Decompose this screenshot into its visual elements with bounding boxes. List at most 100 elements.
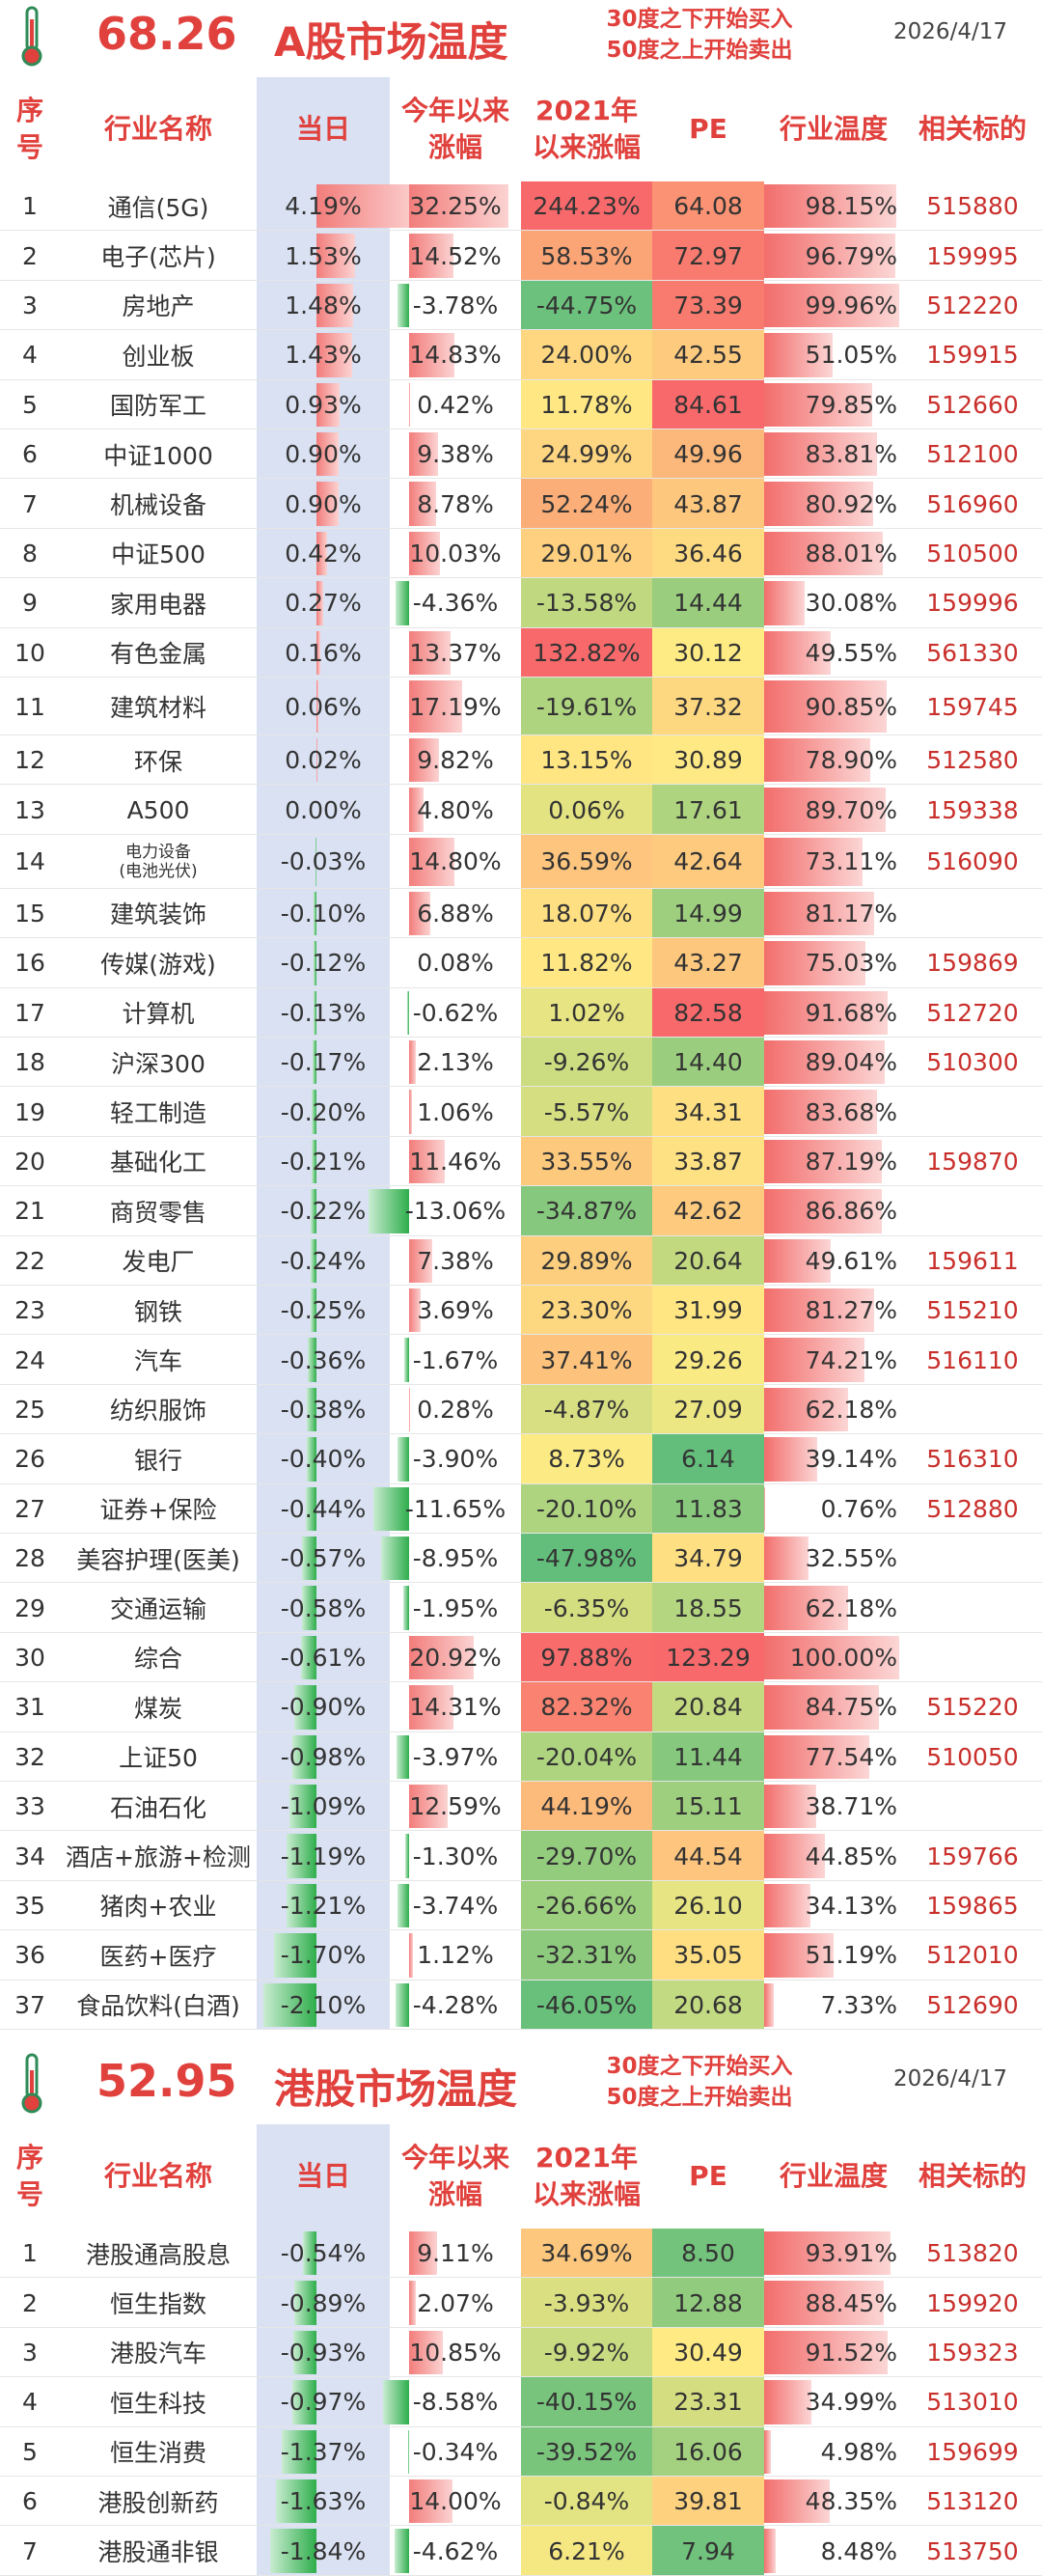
related-fund-code[interactable]: 159915 bbox=[926, 341, 1019, 370]
related-fund-code[interactable]: 159745 bbox=[926, 692, 1019, 721]
related-fund-code[interactable]: 512220 bbox=[926, 291, 1019, 319]
ytd-bar-negative bbox=[382, 2380, 409, 2424]
related-fund-code[interactable]: 512660 bbox=[926, 390, 1019, 419]
ytd-change-cell: -1.30% bbox=[390, 1831, 521, 1880]
temperature-value: 87.19% bbox=[805, 1147, 897, 1176]
today-bar-positive bbox=[316, 234, 355, 278]
today-bar-negative bbox=[301, 1635, 316, 1680]
since-2021-cell: 23.30% bbox=[521, 1286, 652, 1336]
row-index: 29 bbox=[14, 1593, 45, 1622]
header-name: 行业名称 bbox=[103, 2160, 212, 2192]
row-divider bbox=[0, 887, 1042, 889]
today-bar-negative bbox=[313, 990, 316, 1035]
temperature-value: 51.05% bbox=[805, 341, 897, 370]
temperature-cell: 8.48% bbox=[764, 2526, 903, 2575]
today-change-value: -0.58% bbox=[280, 1593, 367, 1622]
today-change-cell: 1.43% bbox=[257, 330, 390, 380]
ytd-change-cell: 13.37% bbox=[390, 628, 521, 678]
since-2021-cell: 11.78% bbox=[521, 379, 652, 429]
temperature-value: 30.08% bbox=[805, 589, 897, 618]
ytd-change-cell: 0.28% bbox=[390, 1385, 521, 1434]
related-fund-code[interactable]: 515220 bbox=[926, 1693, 1019, 1722]
today-change-value: -0.20% bbox=[280, 1097, 367, 1126]
related-fund-code[interactable]: 159338 bbox=[926, 795, 1019, 824]
temperature-cell: 74.21% bbox=[764, 1335, 903, 1384]
temperature-bar bbox=[764, 2231, 891, 2276]
related-fund-code[interactable]: 159611 bbox=[926, 1246, 1019, 1275]
related-fund-code[interactable]: 510300 bbox=[926, 1048, 1019, 1077]
related-fund-code[interactable]: 159995 bbox=[926, 241, 1019, 270]
related-fund-code[interactable] bbox=[903, 1385, 1042, 1434]
temperature-bar bbox=[764, 1635, 899, 1680]
row-divider bbox=[0, 1086, 1042, 1088]
related-fund-code[interactable] bbox=[903, 1633, 1042, 1682]
since-2021-cell: 24.99% bbox=[521, 429, 652, 480]
temperature-bar bbox=[764, 1685, 879, 1730]
related-fund-code[interactable] bbox=[903, 1534, 1042, 1583]
related-fund-code[interactable] bbox=[903, 1087, 1042, 1136]
related-fund-code[interactable]: 516960 bbox=[926, 489, 1019, 518]
header-ytd: 今年以来涨幅 bbox=[400, 95, 509, 163]
related-fund-code[interactable]: 516110 bbox=[926, 1345, 1019, 1374]
related-fund-code[interactable]: 513010 bbox=[926, 2388, 1019, 2417]
today-bar-negative bbox=[302, 2231, 316, 2276]
a_market-row: 29 交通运输 -0.58% -1.95% -6.35% 18.55 62.18% bbox=[0, 1583, 1042, 1633]
related-fund-code[interactable]: 512690 bbox=[926, 1990, 1019, 2019]
temperature-cell: 80.92% bbox=[764, 479, 903, 528]
related-fund-code[interactable]: 512010 bbox=[926, 1941, 1019, 1970]
temperature-bar bbox=[764, 432, 878, 477]
ytd-bar-positive bbox=[409, 837, 455, 886]
related-fund-code[interactable] bbox=[903, 889, 1042, 938]
related-fund-code[interactable]: 159865 bbox=[926, 1891, 1019, 1920]
related-fund-code[interactable]: 513120 bbox=[926, 2487, 1019, 2516]
related-fund-code[interactable] bbox=[903, 1186, 1042, 1235]
related-fund-code[interactable]: 512100 bbox=[926, 440, 1019, 469]
today-change-cell: -0.03% bbox=[257, 834, 390, 889]
related-fund-code[interactable]: 159920 bbox=[926, 2288, 1019, 2317]
row-index: 23 bbox=[14, 1296, 45, 1325]
temperature-cell: 39.14% bbox=[764, 1434, 903, 1483]
ytd-change-cell: 9.82% bbox=[390, 735, 521, 785]
related-fund-code[interactable]: 513750 bbox=[926, 2536, 1019, 2565]
related-fund-code[interactable]: 513820 bbox=[926, 2239, 1019, 2268]
temperature-cell: 86.86% bbox=[764, 1186, 903, 1235]
hk-title-bar: 52.95 港股市场温度 30度之下开始买入 50度之上开始卖出 2026/4/… bbox=[0, 2047, 1042, 2115]
related-fund-code[interactable]: 512880 bbox=[926, 1494, 1019, 1523]
a-share-header-row: 序号 行业名称 当日 今年以来涨幅 2021年以来涨幅 PE 行业温度 相关标的 bbox=[0, 77, 1042, 181]
related-fund-code[interactable]: 159996 bbox=[926, 589, 1019, 618]
row-divider bbox=[0, 2326, 1042, 2328]
since-2021-cell: 24.00% bbox=[521, 330, 652, 380]
ytd-change-value: 8.78% bbox=[417, 489, 494, 518]
related-fund-code[interactable]: 159766 bbox=[926, 1842, 1019, 1870]
row-index: 20 bbox=[14, 1147, 45, 1176]
industry-name: 恒生指数 bbox=[109, 2290, 206, 2319]
today-bar-negative bbox=[311, 1090, 316, 1134]
related-fund-code[interactable]: 159869 bbox=[926, 949, 1019, 978]
related-fund-code[interactable] bbox=[903, 1583, 1042, 1632]
related-fund-code[interactable]: 512580 bbox=[926, 746, 1019, 775]
related-fund-code[interactable]: 159699 bbox=[926, 2437, 1019, 2466]
related-fund-code[interactable]: 561330 bbox=[926, 638, 1019, 667]
industry-name: 医药+医疗 bbox=[99, 1942, 217, 1971]
related-fund-code[interactable]: 159323 bbox=[926, 2338, 1019, 2367]
related-fund-code[interactable]: 510500 bbox=[926, 539, 1019, 568]
pe-cell: 49.96 bbox=[652, 429, 764, 480]
related-fund-code[interactable] bbox=[903, 1782, 1042, 1831]
related-fund-code[interactable]: 159870 bbox=[926, 1147, 1019, 1176]
row-index: 8 bbox=[22, 539, 38, 568]
since-2021-cell: -29.70% bbox=[521, 1831, 652, 1881]
related-fund-code[interactable]: 516090 bbox=[926, 847, 1019, 876]
a_market-row: 18 沪深300 -0.17% 2.13% -9.26% 14.40 89.04% 51030… bbox=[0, 1038, 1042, 1088]
related-fund-code[interactable]: 515210 bbox=[926, 1296, 1019, 1325]
temperature-value: 81.17% bbox=[805, 899, 897, 928]
related-fund-code[interactable]: 510050 bbox=[926, 1742, 1019, 1771]
a_market-row: 31 煤炭 -0.90% 14.31% 82.32% 20.84 84.75% 515220 bbox=[0, 1682, 1042, 1732]
ytd-change-cell: 8.78% bbox=[390, 479, 521, 528]
header-code: 相关标的 bbox=[918, 2160, 1027, 2192]
related-fund-code[interactable]: 515880 bbox=[926, 192, 1019, 221]
since-2021-cell: -32.31% bbox=[521, 1930, 652, 1980]
industry-name: 家用电器 bbox=[109, 590, 206, 619]
related-fund-code[interactable]: 512720 bbox=[926, 998, 1019, 1027]
related-fund-code[interactable]: 516310 bbox=[926, 1445, 1019, 1474]
a_market-row: 21 商贸零售 -0.22% -13.06% -34.87% 42.62 86.86% bbox=[0, 1186, 1042, 1236]
